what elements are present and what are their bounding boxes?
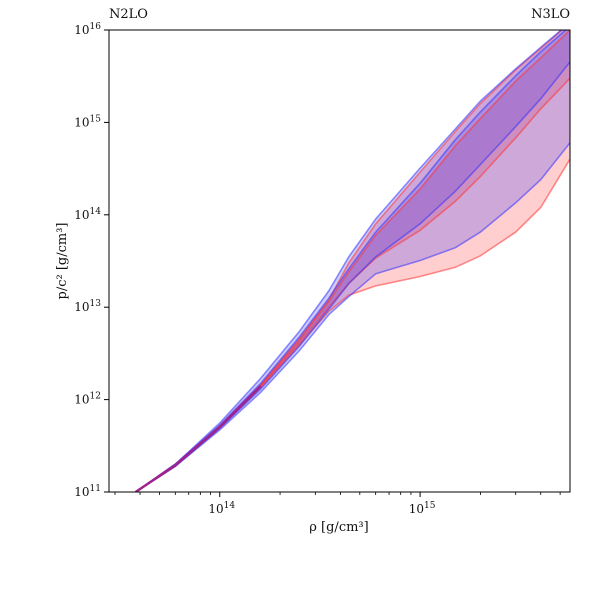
y-axis-label: p/c² [g/cm³]	[55, 223, 70, 300]
plot-frame	[108, 29, 571, 493]
line-outer-upper-n2lo	[135, 30, 563, 492]
y-tick-label: 1016	[74, 22, 101, 37]
line-inner-upper-n2lo	[135, 30, 567, 492]
band-outer-n3lo	[135, 30, 570, 492]
y-tick-label: 1015	[74, 114, 101, 129]
y-axis-ticks: 1011 1012 1013 1014 1015 1016	[74, 22, 109, 499]
y-tick-label: 1014	[74, 207, 101, 222]
x-axis-label: ρ [g/cm³]	[309, 520, 368, 535]
y-tick-label: 1012	[74, 392, 101, 407]
band-inner-n3lo	[135, 30, 570, 492]
bands-layer	[135, 30, 570, 492]
line-overlap-tail	[134, 385, 262, 492]
line-outer-lower-n2lo	[135, 142, 570, 492]
legend-label-n3lo: N3LO	[531, 7, 570, 22]
legend-label-n2lo: N2LO	[109, 7, 148, 22]
lines-layer	[134, 30, 570, 492]
band-outer-n2lo	[135, 30, 570, 492]
x-axis-ticks: 1014 1015	[114, 492, 561, 516]
x-tick-label: 1015	[409, 501, 436, 516]
band-inner-n2lo	[135, 30, 570, 492]
y-tick-label: 1013	[74, 299, 101, 314]
x-tick-label: 1014	[208, 501, 235, 516]
y-tick-label: 1011	[74, 484, 101, 499]
